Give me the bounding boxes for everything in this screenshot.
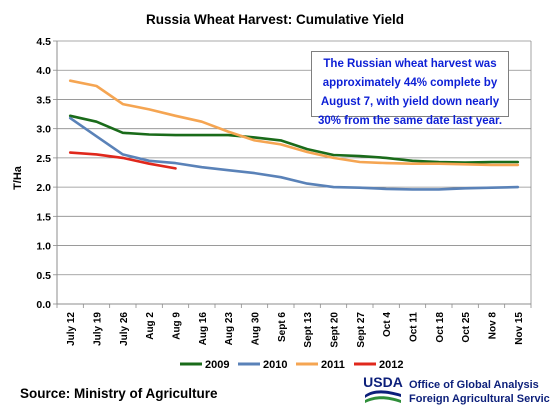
- agency-line-1: Office of Global Analysis: [409, 379, 539, 391]
- y-tick-label: 4.0: [36, 65, 51, 77]
- x-tick-label: Sept 6: [277, 312, 288, 342]
- annotation-box: [311, 51, 509, 117]
- x-tick-label: Oct 4: [382, 312, 393, 337]
- x-tick-label: Nov 15: [514, 312, 525, 345]
- x-tick-label: Oct 18: [435, 312, 446, 343]
- x-tick-label: Aug 23: [224, 312, 235, 346]
- y-tick-label: 0.0: [36, 299, 51, 311]
- x-tick-label: Nov 8: [488, 312, 499, 340]
- y-tick-label: 2.5: [36, 153, 51, 165]
- agency-line-2: Foreign Agricultural Service: [409, 393, 550, 405]
- x-tick-label: July 26: [119, 312, 130, 346]
- x-tick-label: July 12: [66, 312, 77, 346]
- series-line-2012: [68, 151, 177, 170]
- y-axis-ticks: 0.0 0.5 1.0 1.5 2.0 2.5 3.0 3.5 4.0 4.5: [36, 36, 57, 311]
- x-tick-label: July 19: [93, 312, 104, 346]
- series-line-2009: [68, 114, 520, 164]
- x-tick-label: Sept 13: [303, 312, 314, 348]
- x-tick-label: Sept 27: [356, 312, 367, 348]
- y-tick-label: 4.5: [36, 36, 51, 48]
- logo-swoosh-blue: [365, 390, 401, 398]
- annotation-text: The Russian wheat harvest was approximat…: [317, 58, 503, 127]
- chart-legend: 2009 2010 2011 2012: [180, 359, 403, 371]
- x-tick-label: Aug 30: [251, 312, 262, 346]
- series-line-2010: [68, 116, 520, 191]
- source-note: Source: Ministry of Agriculture: [20, 386, 218, 401]
- chart-title: Russia Wheat Harvest: Cumulative Yield: [146, 12, 404, 27]
- x-tick-label: Sept 20: [330, 312, 341, 348]
- legend-label-2009: 2009: [205, 359, 229, 371]
- usda-logo-text: USDA: [363, 374, 403, 390]
- x-axis-ticks: July 12 July 19 July 26 Aug 2 Aug 9 Aug 16 Aug…: [56, 304, 532, 348]
- logo-swoosh-green: [365, 396, 401, 403]
- y-tick-label: 2.0: [36, 182, 51, 194]
- y-tick-label: 0.5: [36, 270, 51, 282]
- x-tick-label: Aug 9: [172, 312, 183, 340]
- agency-name: Office of Global Analysis Foreign Agricu…: [409, 378, 550, 406]
- x-tick-label: Aug 2: [145, 312, 156, 340]
- legend-label-2012: 2012: [379, 359, 403, 371]
- legend-label-2011: 2011: [321, 359, 345, 371]
- x-tick-label: Aug 16: [198, 312, 209, 346]
- y-tick-label: 3.0: [36, 124, 51, 136]
- x-tick-label: Oct 25: [461, 312, 472, 343]
- y-axis-label: T/Ha: [12, 165, 24, 190]
- y-tick-label: 1.5: [36, 211, 51, 223]
- x-tick-label: Oct 11: [409, 312, 420, 342]
- y-tick-label: 1.0: [36, 241, 51, 253]
- chart-series: [68, 79, 520, 191]
- usda-logo: USDA: [363, 374, 403, 403]
- y-tick-label: 3.5: [36, 94, 51, 106]
- legend-label-2010: 2010: [263, 359, 287, 371]
- series-line-2011: [68, 79, 520, 167]
